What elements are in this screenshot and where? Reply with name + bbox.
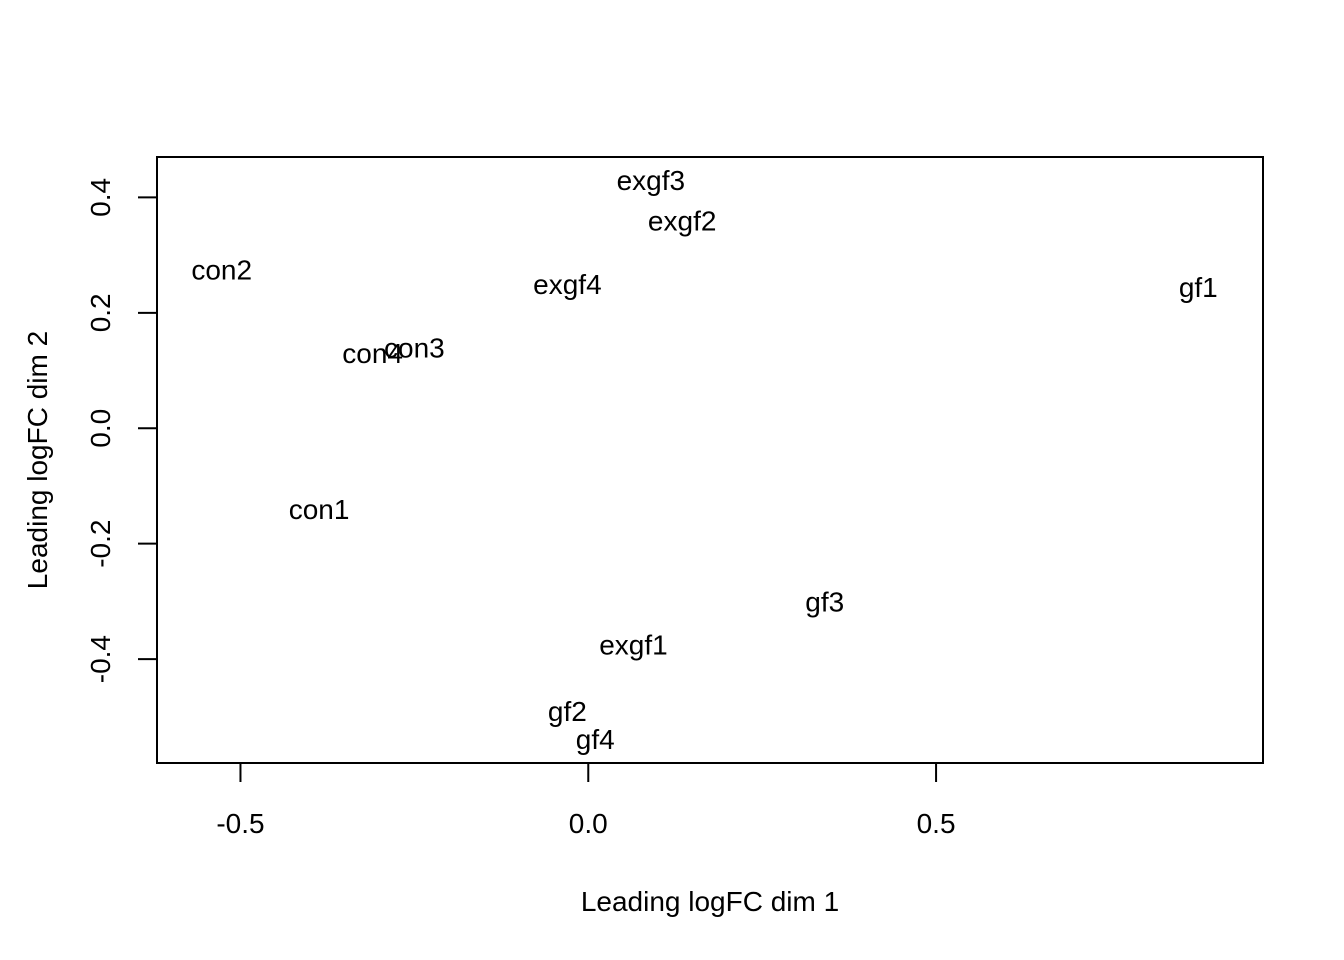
point-label-gf2: gf2 (548, 696, 587, 727)
y-axis: -0.4 -0.2 0.0 0.2 0.4 (85, 178, 158, 683)
x-tick-label: 0.5 (917, 808, 956, 839)
point-label-con4: con4 (342, 338, 403, 369)
point-label-exgf2: exgf2 (648, 205, 717, 236)
point-label-gf3: gf3 (805, 586, 844, 617)
y-tick-label: 0.2 (85, 293, 116, 332)
plot-frame (156, 156, 1264, 764)
point-label-exgf1: exgf1 (599, 630, 668, 661)
x-axis-label: Leading logFC dim 1 (581, 886, 839, 917)
y-tick-label: -0.4 (85, 635, 116, 683)
point-label-gf4: gf4 (576, 724, 615, 755)
point-label-con1: con1 (289, 494, 350, 525)
point-label-con2: con2 (191, 255, 252, 286)
y-tick-label: 0.0 (85, 409, 116, 448)
point-label-exgf3: exgf3 (617, 165, 686, 196)
point-label-gf1: gf1 (1179, 272, 1218, 303)
point-label-con3: con3 (384, 332, 445, 363)
y-tick-label: 0.4 (85, 178, 116, 217)
point-label-exgf4: exgf4 (533, 269, 602, 300)
x-tick-label: -0.5 (216, 808, 264, 839)
x-axis: -0.5 0.0 0.5 (216, 762, 956, 839)
y-axis-label: Leading logFC dim 2 (22, 331, 53, 589)
y-tick-label: -0.2 (85, 520, 116, 568)
x-tick-label: 0.0 (569, 808, 608, 839)
